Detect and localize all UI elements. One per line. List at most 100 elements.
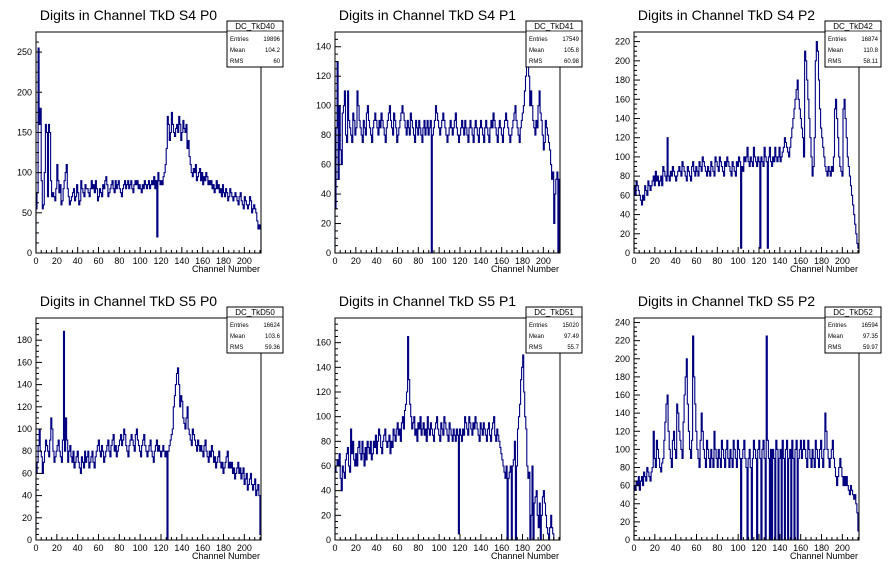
x-tick-label: 0 [332,256,337,266]
y-tick-label: 80 [620,463,630,473]
stats-label: Mean [828,334,843,340]
x-tick-label: 160 [793,543,808,553]
y-tick-label: 140 [615,408,630,418]
y-tick-label: 220 [615,37,630,47]
stats-label: Mean [828,48,843,54]
x-tick-label: 80 [413,543,423,553]
histogram-series-line [35,47,262,253]
y-tick-label: 0 [625,248,630,258]
stats-label: RMS [828,345,841,351]
y-tick-label: 180 [615,372,630,382]
y-tick-label: 150 [17,127,32,137]
y-tick-label: 140 [615,113,630,123]
x-tick-label: 180 [814,543,829,553]
x-tick-label: 120 [452,256,467,266]
y-tick-label: 120 [615,426,630,436]
y-tick-label: 140 [316,362,331,372]
x-tick-label: 180 [814,256,829,266]
x-tick-label: 200 [835,543,850,553]
y-tick-label: 180 [17,335,32,345]
stats-box [226,20,284,68]
stats-label: Mean [230,334,245,340]
x-tick-label: 0 [33,256,38,266]
x-tick-label: 160 [195,256,210,266]
stats-box [824,306,882,354]
x-tick-label: 180 [216,256,231,266]
histogram-panel: Digits in Channel TkD S4 P2 0 20 40 60 80 100 1… [615,7,882,274]
stats-box-name: DC_TkD50 [235,308,275,317]
y-tick-label: 100 [17,168,32,178]
x-axis-label: Channel Number [192,264,260,274]
x-tick-label: 40 [671,256,681,266]
x-tick-label: 80 [413,256,423,266]
x-tick-label: 80 [712,256,722,266]
x-tick-label: 0 [332,543,337,553]
stats-label: Entries [828,37,847,43]
y-tick-label: 100 [17,424,32,434]
histogram-series-line [334,335,560,541]
x-tick-label: 80 [114,256,124,266]
x-tick-label: 180 [216,543,231,553]
x-tick-label: 60 [93,256,103,266]
chart-title: Digits in Channel TkD S4 P0 [40,7,217,23]
x-tick-label: 20 [351,256,361,266]
chart-title: Digits in Channel TkD S5 P2 [638,293,815,309]
y-tick-label: 0 [27,535,32,545]
chart-title: Digits in Channel TkD S4 P2 [638,7,815,23]
y-tick-label: 120 [316,71,331,81]
x-tick-label: 40 [73,543,83,553]
x-tick-label: 140 [174,543,189,553]
y-tick-label: 250 [17,47,32,57]
y-tick-label: 0 [326,535,331,545]
y-tick-label: 200 [615,56,630,66]
x-tick-label: 100 [731,256,746,266]
y-tick-label: 40 [620,499,630,509]
x-tick-label: 20 [351,543,361,553]
y-tick-label: 20 [620,517,630,527]
stats-box-name: DC_TkD42 [833,22,873,31]
x-tick-label: 40 [372,256,382,266]
stats-label: Mean [529,48,544,54]
stats-value: 105.8 [564,48,580,54]
stats-label: Entries [230,323,249,329]
stats-label: Mean [230,48,245,54]
x-tick-label: 80 [712,543,722,553]
x-tick-label: 200 [536,256,551,266]
histogram-panel: Digits in Channel TkD S5 P2 0 20 40 60 80 100 1… [615,293,882,561]
histogram-series-line [35,330,262,541]
x-tick-label: 160 [494,256,509,266]
x-tick-label: 20 [52,256,62,266]
histogram-panel: Digits in Channel TkD S5 P1 0 20 40 60 80 100 1… [316,293,583,561]
stats-value: 55.7 [567,345,579,351]
y-tick-label: 60 [321,461,331,471]
x-tick-label: 60 [93,543,103,553]
y-tick-label: 220 [615,336,630,346]
y-tick-label: 160 [316,338,331,348]
stats-label: RMS [828,59,841,65]
y-tick-label: 60 [620,481,630,491]
x-tick-label: 40 [372,543,382,553]
y-tick-label: 40 [620,210,630,220]
x-tick-label: 60 [691,256,701,266]
stats-value: 16594 [861,323,878,329]
x-axis-label: Channel Number [790,264,858,274]
x-tick-label: 120 [153,543,168,553]
y-tick-label: 20 [321,510,331,520]
x-tick-label: 0 [631,543,636,553]
x-axis-label: Channel Number [491,264,559,274]
x-tick-label: 140 [772,543,787,553]
stats-box-name: DC_TkD41 [534,22,574,31]
y-tick-label: 80 [22,446,32,456]
y-tick-label: 140 [316,42,331,52]
x-tick-label: 200 [237,543,252,553]
x-tick-label: 0 [33,543,38,553]
x-tick-label: 100 [432,256,447,266]
y-tick-label: 100 [316,412,331,422]
stats-value: 60 [273,59,280,65]
x-tick-label: 200 [835,256,850,266]
y-tick-label: 100 [615,444,630,454]
stats-value: 97.35 [863,334,879,340]
y-tick-label: 40 [22,491,32,501]
stats-value: 16624 [263,323,280,329]
stats-value: 16874 [861,37,878,43]
